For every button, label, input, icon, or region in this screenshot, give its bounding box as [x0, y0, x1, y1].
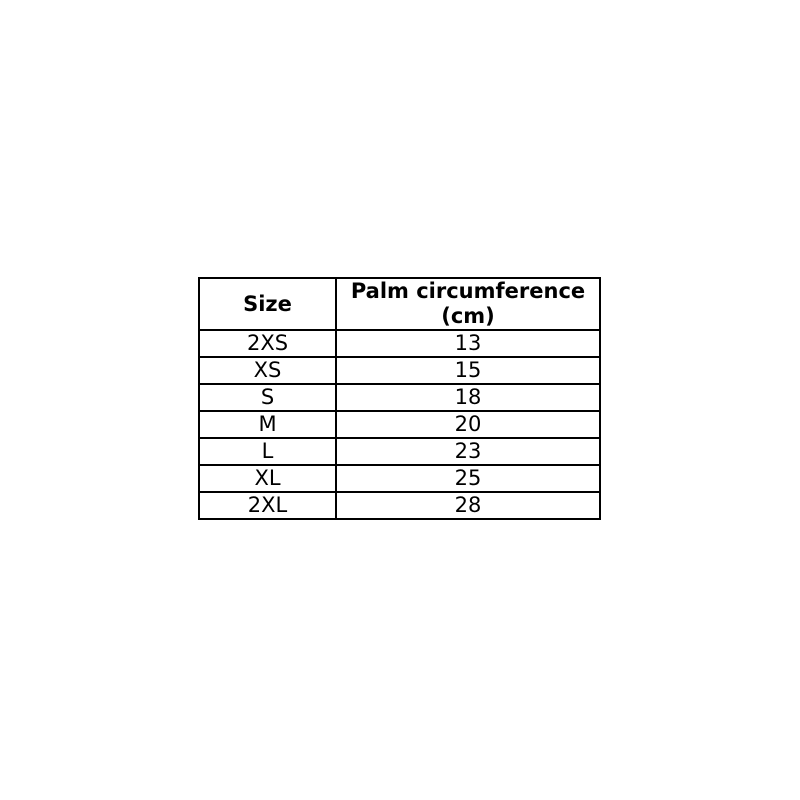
palm-circumference-cell: 18 — [335, 383, 601, 412]
size-column-header: Size — [198, 277, 337, 331]
size-cell: S — [198, 383, 337, 412]
table-row: S 18 — [198, 383, 601, 412]
size-cell: 2XL — [198, 491, 337, 520]
size-cell: 2XS — [198, 329, 337, 358]
table-body: 2XS 13 XS 15 S 18 M 20 L 23 XL 25 2XL 28 — [198, 329, 601, 520]
size-cell: XS — [198, 356, 337, 385]
table-row: XL 25 — [198, 464, 601, 493]
size-cell: XL — [198, 464, 337, 493]
palm-circumference-cell: 20 — [335, 410, 601, 439]
table-row: M 20 — [198, 410, 601, 439]
table-row: 2XS 13 — [198, 329, 601, 358]
size-table: Size Palm circumference (cm) 2XS 13 XS 15 S 1… — [198, 277, 601, 520]
table-row: L 23 — [198, 437, 601, 466]
palm-circumference-header-line2: (cm) — [441, 304, 495, 328]
palm-circumference-header-line1: Palm circumference — [350, 279, 586, 303]
table-row: 2XL 28 — [198, 491, 601, 520]
palm-circumference-cell: 28 — [335, 491, 601, 520]
palm-circumference-cell: 25 — [335, 464, 601, 493]
palm-circumference-column-header: Palm circumference (cm) — [335, 277, 601, 331]
size-cell: M — [198, 410, 337, 439]
table-row: XS 15 — [198, 356, 601, 385]
palm-circumference-cell: 23 — [335, 437, 601, 466]
table-header-row: Size Palm circumference (cm) — [198, 277, 601, 331]
size-cell: L — [198, 437, 337, 466]
palm-circumference-cell: 15 — [335, 356, 601, 385]
palm-circumference-cell: 13 — [335, 329, 601, 358]
